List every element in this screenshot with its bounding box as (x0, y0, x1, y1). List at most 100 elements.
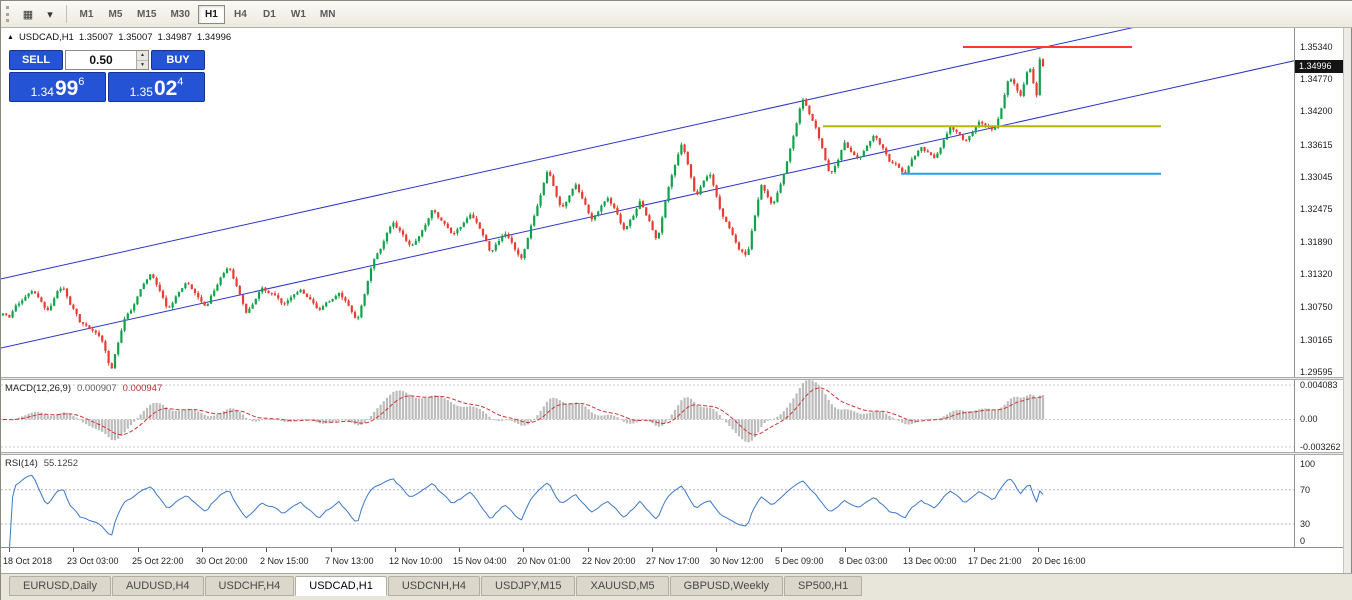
timeframe-button[interactable]: MN (314, 5, 342, 24)
buy-price-button[interactable]: 1.35 02 4 (108, 72, 205, 102)
time-axis-tick (652, 548, 653, 552)
time-axis-tick (716, 548, 717, 552)
timeframe-label: M1 (79, 8, 94, 20)
toolbar-tool-icon: ▾ (47, 8, 53, 21)
chart-tab[interactable]: USDCHF,H4 (204, 576, 295, 596)
chart-tab[interactable]: GBPUSD,Weekly (669, 576, 784, 596)
toolbar-tool-button[interactable]: ▾ (40, 4, 60, 24)
chart-tab-label: SP500,H1 (798, 580, 849, 592)
rsi-chart-canvas[interactable] (1, 455, 1295, 547)
timeframe-button[interactable]: M5 (102, 5, 129, 24)
buy-button[interactable]: BUY (151, 50, 205, 70)
timeframe-label: D1 (263, 8, 276, 20)
volume-down-button[interactable]: ▼ (137, 60, 148, 69)
time-axis-label: 20 Dec 16:00 (1032, 556, 1086, 566)
pane-divider[interactable] (1, 452, 1345, 455)
top-toolbar: ▦ ▾ M1 M5 M15 M30 H1 H4 D1 W1 MN (1, 1, 1352, 28)
time-axis-tick (909, 548, 910, 552)
ohlc-high: 1.35007 (118, 32, 153, 43)
symbol-name: USDCAD,H1 (18, 32, 74, 43)
timeframe-button[interactable]: H1 (197, 4, 225, 24)
chart-window[interactable]: 18 Oct 2018 23 Oct 03:00 25 Oct 22:00 30 Oc… (1, 28, 1345, 573)
price-axis-label: 1.30750 (1300, 302, 1333, 312)
timeframe-button[interactable]: D1 (256, 5, 283, 24)
time-axis-label: 15 Nov 04:00 (453, 556, 507, 566)
timeframe-label: MN (319, 8, 336, 20)
timeframe-label: M30 (170, 8, 190, 20)
timeframe-button[interactable]: W1 (285, 5, 312, 24)
bid-pip-digit: 6 (78, 76, 85, 88)
sell-button[interactable]: SELL (9, 50, 63, 70)
rsi-value: 55.1252 (43, 458, 79, 469)
macd-chart-canvas[interactable] (1, 380, 1295, 452)
symbol-info: ▲ USDCAD,H1 1.35007 1.35007 1.34987 1.34… (7, 32, 231, 43)
time-axis-tick (459, 548, 460, 552)
time-axis-tick (331, 548, 332, 552)
chart-tab-label: XAUUSD,M5 (590, 580, 655, 592)
time-axis-label: 5 Dec 09:00 (775, 556, 824, 566)
time-axis-label: 13 Dec 00:00 (903, 556, 957, 566)
price-axis-label: 1.31890 (1300, 237, 1333, 247)
chart-tab[interactable]: USDCAD,H1 (295, 576, 387, 596)
price-axis-label: 1.29595 (1300, 367, 1333, 377)
toolbar-separator (66, 5, 67, 23)
ohlc-close: 1.34996 (196, 32, 232, 43)
price-axis-label: 1.30165 (1300, 335, 1333, 345)
chart-tab[interactable]: XAUUSD,M5 (576, 576, 669, 596)
price-chart-canvas[interactable] (1, 28, 1295, 377)
chart-tab[interactable]: AUDUSD,H4 (111, 576, 204, 596)
time-axis-tick (588, 548, 589, 552)
chart-tab-label: USDCHF,H4 (218, 580, 281, 592)
volume-value[interactable]: 0.50 (89, 53, 113, 67)
chart-tab[interactable]: SP500,H1 (784, 576, 863, 596)
time-axis-tick (523, 548, 524, 552)
one-click-trading-panel: SELL 0.50 ▲ ▼ BUY 1.34 99 6 1.35 02 4 (9, 50, 205, 102)
time-axis-label: 30 Oct 20:00 (196, 556, 248, 566)
time-axis-label: 2 Nov 15:00 (260, 556, 309, 566)
toolbar-tool-button[interactable]: ▦ (18, 4, 38, 24)
price-up-arrow-icon: ▲ (7, 34, 14, 41)
macd-label: MACD(12,26,9) 0.000907 0.000947 (5, 383, 162, 394)
sell-price-button[interactable]: 1.34 99 6 (9, 72, 106, 102)
bid-prefix: 1.34 (30, 85, 54, 99)
chart-tab-label: EURUSD,Daily (23, 580, 97, 592)
price-axis-label: 1.32475 (1300, 204, 1333, 214)
time-axis-tick (202, 548, 203, 552)
chart-tab[interactable]: EURUSD,Daily (9, 576, 111, 596)
timeframe-button[interactable]: M15 (131, 5, 162, 24)
time-axis-label: 23 Oct 03:00 (67, 556, 119, 566)
time-axis-label: 7 Nov 13:00 (325, 556, 374, 566)
time-axis-label: 20 Nov 01:00 (517, 556, 571, 566)
time-axis-tick (73, 548, 74, 552)
chart-tab[interactable]: USDCNH,H4 (387, 576, 481, 596)
timeframe-button[interactable]: M1 (73, 5, 100, 24)
rsi-title: RSI(14) (5, 458, 38, 469)
volume-up-button[interactable]: ▲ (137, 51, 148, 61)
macd-signal-value: 0.000947 (122, 383, 163, 394)
vertical-scrollbar[interactable] (1343, 28, 1351, 573)
time-axis: 18 Oct 2018 23 Oct 03:00 25 Oct 22:00 30 Oc… (1, 547, 1345, 573)
chart-tab[interactable]: USDJPY,M15 (481, 576, 576, 596)
timeframe-button[interactable]: M30 (164, 5, 195, 24)
pane-divider[interactable] (1, 377, 1345, 380)
price-axis-label: 1.34200 (1300, 106, 1333, 116)
volume-stepper: ▲ ▼ (136, 51, 148, 69)
toolbar-tool-icon: ▦ (22, 8, 34, 21)
macd-main-value: 0.000907 (77, 383, 117, 394)
chart-tab-label: AUDUSD,H4 (125, 580, 190, 592)
chart-tab-label: USDCAD,H1 (309, 580, 373, 592)
timeframe-label: W1 (290, 8, 306, 20)
time-axis-label: 18 Oct 2018 (3, 556, 53, 566)
volume-field[interactable]: 0.50 ▲ ▼ (65, 50, 149, 70)
timeframe-button[interactable]: H4 (227, 5, 254, 24)
rsi-axis-label: 30 (1300, 519, 1311, 529)
macd-title: MACD(12,26,9) (5, 383, 71, 394)
time-axis-tick (781, 548, 782, 552)
rsi-axis-label: 70 (1300, 485, 1311, 495)
timeframe-label: M5 (108, 8, 123, 20)
ohlc-open: 1.35007 (78, 32, 114, 43)
toolbar-drag-handle[interactable] (6, 6, 11, 22)
time-axis-tick (266, 548, 267, 552)
timeframe-label: H4 (234, 8, 247, 20)
